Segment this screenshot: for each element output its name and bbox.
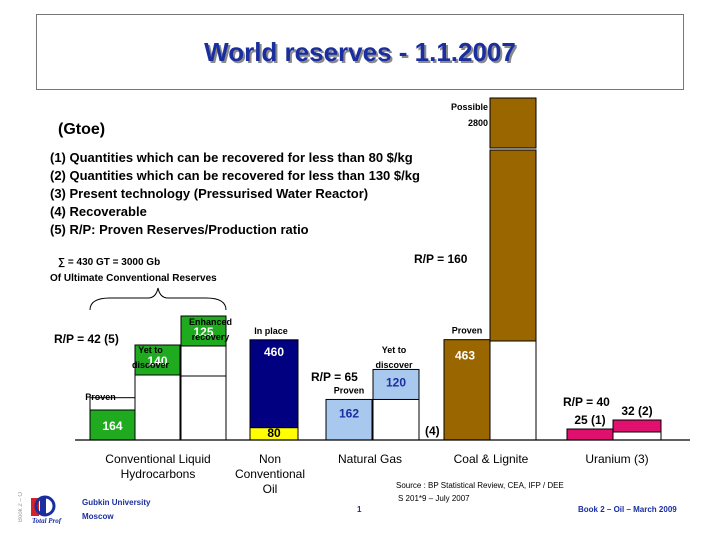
category-label-3-line-1: Natural Gas: [338, 452, 402, 466]
bar-nonconventional-upper: [249, 339, 299, 429]
org-line-1: Gubkin University: [82, 498, 151, 507]
annotation-rp-coal: R/P = 160: [414, 252, 468, 266]
bar-coal-possible: [489, 149, 537, 342]
label-gas-proven: Proven: [334, 385, 365, 395]
unit-label: (Gtoe): [58, 121, 106, 138]
label-uranium-130-value: 32 (2): [621, 404, 652, 418]
bar-coal-possible-cap: [489, 97, 537, 149]
label-nonconventional-in-place: In place: [254, 326, 288, 336]
brace-label-desc: Of Ultimate Conventional Reserves: [50, 273, 217, 284]
label-conventional-proven-value: 164: [102, 419, 122, 433]
note-4: (4) Recoverable: [50, 204, 147, 219]
category-label-1-line-1: Conventional Liquid: [105, 452, 210, 466]
label-nonconventional-lower-value: 80: [267, 426, 281, 440]
page-title: World reserves - 1.1.2007: [204, 37, 516, 67]
brace-conventional: [89, 287, 227, 311]
category-label-2-line-2: Conventional: [235, 467, 305, 481]
note-2: (2) Quantities which can be recovered fo…: [50, 168, 420, 183]
logo-vertical-text: Book 2 – Oil – March 2009: [18, 492, 24, 522]
category-label-2-line-3: Oil: [263, 482, 278, 496]
page-number: 1: [357, 505, 362, 514]
bar-coal-possible-frame: [489, 340, 537, 441]
note-5: (5) R/P: Proven Reserves/Production rati…: [50, 222, 309, 237]
logo-wordmark: Total Prof: [32, 517, 62, 524]
label-conventional-enhanced-line-2: recovery: [192, 332, 230, 342]
label-coal-proven: Proven: [452, 326, 483, 336]
category-label-5-line-1: Uranium (3): [585, 452, 648, 466]
org-line-2: Moscow: [82, 512, 114, 521]
label-conventional-yet-value: 140: [147, 354, 167, 368]
label-gas-yet-value: 120: [386, 375, 406, 389]
book-reference: Book 2 – Oil – March 2009: [578, 505, 677, 514]
bar-conventional-yet-frame: [134, 374, 181, 441]
label-nonconventional-upper-value: 460: [264, 345, 284, 359]
annotation-rp-gas: R/P = 65: [311, 370, 358, 384]
label-coal-possible-value: 2800: [468, 118, 488, 128]
label-gas-yet-line-2: discover: [375, 360, 413, 370]
label-coal-possible: Possible: [451, 102, 488, 112]
source-code: S 201*9 – July 2007: [398, 494, 470, 503]
label-conventional-yet-line-2: discover: [132, 360, 170, 370]
label-conventional-proven: Proven: [85, 392, 116, 402]
brace-label-sum: ∑ = 430 GT = 3000 Gb: [58, 257, 161, 268]
bar-conventional-enhanced-lower: [180, 375, 227, 441]
title-box: World reserves - 1.1.2007: [36, 14, 684, 90]
label-conventional-enhanced-line-1: Enhanced: [189, 317, 232, 327]
label-coal-proven-value: 463: [455, 349, 475, 363]
bar-conventional-enhanced-mid: [180, 345, 227, 377]
category-label-1-line-2: Hydrocarbons: [121, 467, 196, 481]
category-label-2-line-1: Non: [259, 452, 281, 466]
annotation-rp-conventional: R/P = 42 (5): [54, 332, 119, 346]
label-gas-yet-line-1: Yet to: [382, 345, 407, 355]
bar-uranium-80: [566, 428, 614, 441]
bar-conventional-yet-to-discover: [134, 344, 181, 376]
bar-gas-yet-to-discover: [372, 368, 420, 400]
bar-conventional-enhanced: [180, 315, 227, 347]
annotation-rp-uranium: R/P = 40: [563, 395, 610, 409]
bar-coal-proven: [443, 339, 491, 441]
annotation-recoverable: (4): [425, 424, 440, 438]
label-uranium-80-value: 25 (1): [574, 413, 605, 427]
bar-uranium-130-frame: [612, 431, 662, 441]
label-conventional-enhanced-value: 125: [193, 325, 213, 339]
total-logo: Book 2 – Oil – March 2009 Total Prof: [18, 450, 68, 525]
note-3: (3) Present technology (Pressurised Wate…: [50, 186, 369, 201]
svg-text:Book 2 – Oil – March 2009: Book 2 – Oil – March 2009: [18, 492, 24, 522]
label-conventional-yet-line-1: Yet to: [138, 345, 163, 355]
label-gas-proven-value: 162: [339, 406, 359, 420]
bar-gas-yet-frame: [372, 398, 420, 441]
note-1: (1) Quantities which can be recovered fo…: [50, 150, 413, 165]
bar-conventional-proven: [89, 409, 136, 441]
category-label-4-line-1: Coal & Lignite: [454, 452, 529, 466]
bar-gas-proven: [325, 398, 373, 441]
bar-uranium-130: [612, 419, 662, 433]
source-note: Source : BP Statistical Review, CEA, IFP…: [396, 481, 564, 490]
